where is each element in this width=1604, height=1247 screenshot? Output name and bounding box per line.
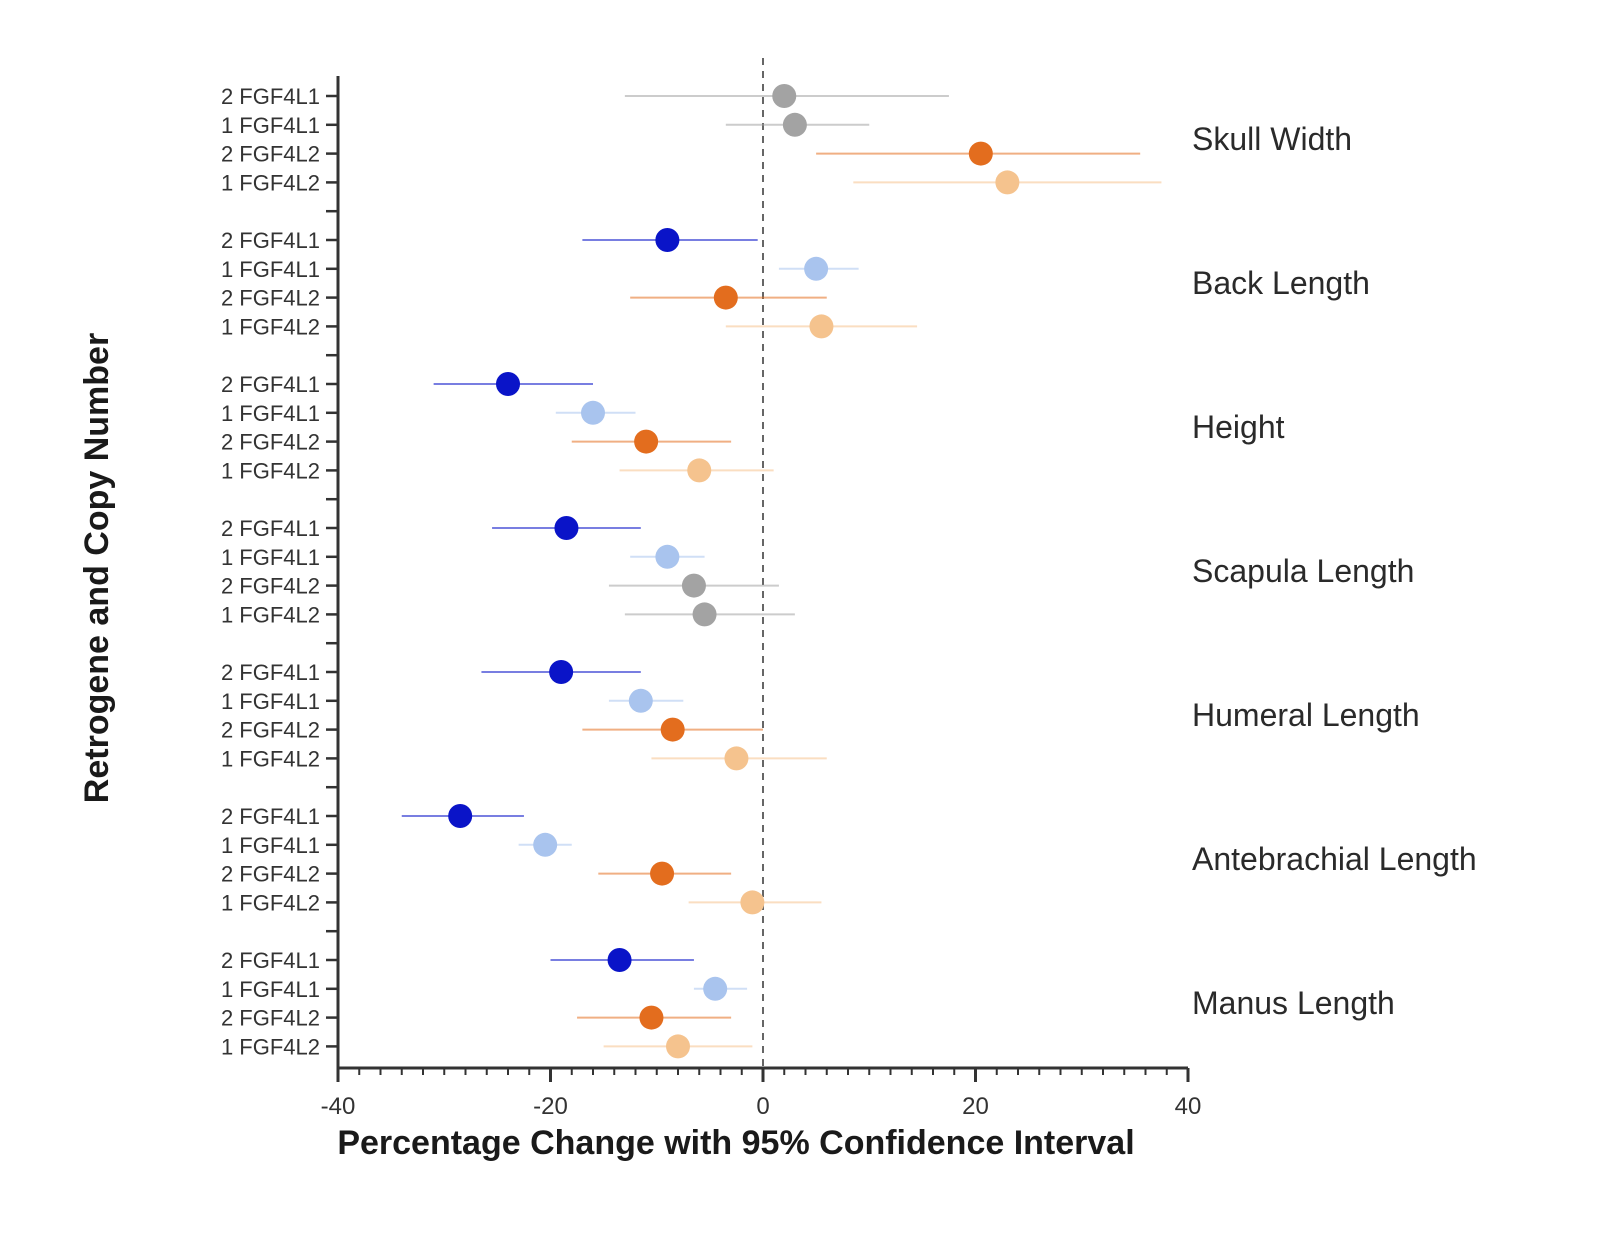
group-label: Back Length (1192, 265, 1370, 301)
row-label: 1 FGF4L1 (221, 689, 320, 714)
x-axis-title: Percentage Change with 95% Confidence In… (337, 1124, 1134, 1162)
group-label: Antebrachial Length (1192, 841, 1477, 877)
point-estimate (634, 429, 659, 454)
row-label: 1 FGF4L1 (221, 113, 320, 138)
point-estimate-layer (448, 84, 1020, 1059)
point-estimate (782, 112, 807, 137)
group-label: Manus Length (1192, 985, 1395, 1021)
point-estimate (692, 602, 717, 627)
point-estimate (655, 544, 680, 569)
x-tick-label: 0 (756, 1093, 769, 1120)
row-label: 2 FGF4L1 (221, 948, 320, 973)
row-label: 2 FGF4L2 (221, 574, 320, 599)
row-label: 1 FGF4L2 (221, 746, 320, 771)
row-label: 1 FGF4L1 (221, 401, 320, 426)
point-estimate (549, 660, 574, 684)
row-label: 1 FGF4L2 (221, 314, 320, 339)
point-estimate (740, 890, 765, 915)
row-label: 1 FGF4L1 (221, 833, 320, 858)
point-estimate (687, 458, 712, 483)
row-label: 2 FGF4L2 (221, 718, 320, 743)
row-label: 2 FGF4L1 (221, 660, 320, 685)
row-label: 2 FGF4L2 (221, 142, 320, 167)
group-label: Humeral Length (1192, 697, 1420, 733)
point-estimate (496, 372, 520, 396)
point-estimate (655, 228, 680, 252)
group-label: Skull Width (1192, 121, 1352, 157)
point-estimate (650, 861, 675, 886)
point-estimate (681, 573, 706, 598)
point-estimate (607, 948, 632, 972)
point-estimate (448, 804, 473, 828)
x-tick-label: 20 (962, 1093, 989, 1120)
group-label: Scapula Length (1192, 553, 1414, 589)
point-estimate (772, 84, 797, 108)
row-label: 1 FGF4L1 (221, 257, 320, 282)
group-label: Height (1192, 409, 1285, 445)
point-estimate (804, 256, 829, 281)
row-label: 1 FGF4L1 (221, 545, 320, 570)
row-label: 1 FGF4L2 (221, 1034, 320, 1059)
point-estimate (660, 717, 685, 742)
axes-layer: -40 -20 0 20 40 (321, 76, 1202, 1120)
x-tick-label: 40 (1175, 1093, 1202, 1120)
point-estimate (554, 516, 579, 540)
row-label: 1 FGF4L2 (221, 170, 320, 195)
y-axis-title: Retrogene and Copy Number (78, 333, 116, 803)
point-estimate (724, 746, 749, 771)
row-label: 2 FGF4L1 (221, 804, 320, 829)
row-label: 1 FGF4L1 (221, 977, 320, 1002)
row-label: 2 FGF4L1 (221, 228, 320, 253)
x-tick-label: -40 (321, 1093, 356, 1120)
row-label: 1 FGF4L2 (221, 602, 320, 627)
point-estimate (628, 688, 653, 713)
row-label: 2 FGF4L1 (221, 516, 320, 541)
row-label: 2 FGF4L2 (221, 862, 320, 887)
point-estimate (666, 1034, 690, 1059)
row-label: 1 FGF4L2 (221, 458, 320, 483)
row-label: 2 FGF4L1 (221, 84, 320, 109)
row-label: 1 FGF4L2 (221, 890, 320, 915)
point-estimate (968, 141, 993, 166)
row-label: 2 FGF4L1 (221, 372, 320, 397)
row-label: 2 FGF4L2 (221, 286, 320, 311)
point-estimate (995, 170, 1020, 195)
label-layer: 2 FGF4L1 1 FGF4L1 2 FGF4L2 1 FGF4L2 Skull Wi… (221, 84, 1477, 1059)
point-estimate (703, 976, 728, 1001)
row-label: 2 FGF4L2 (221, 430, 320, 455)
point-estimate (533, 832, 558, 857)
point-estimate (639, 1005, 664, 1030)
point-estimate (809, 314, 834, 339)
x-tick-label: -20 (533, 1093, 568, 1120)
confidence-interval-layer (401, 95, 1162, 1048)
point-estimate (581, 400, 605, 425)
point-estimate (713, 285, 738, 310)
row-label: 2 FGF4L2 (221, 1006, 320, 1031)
